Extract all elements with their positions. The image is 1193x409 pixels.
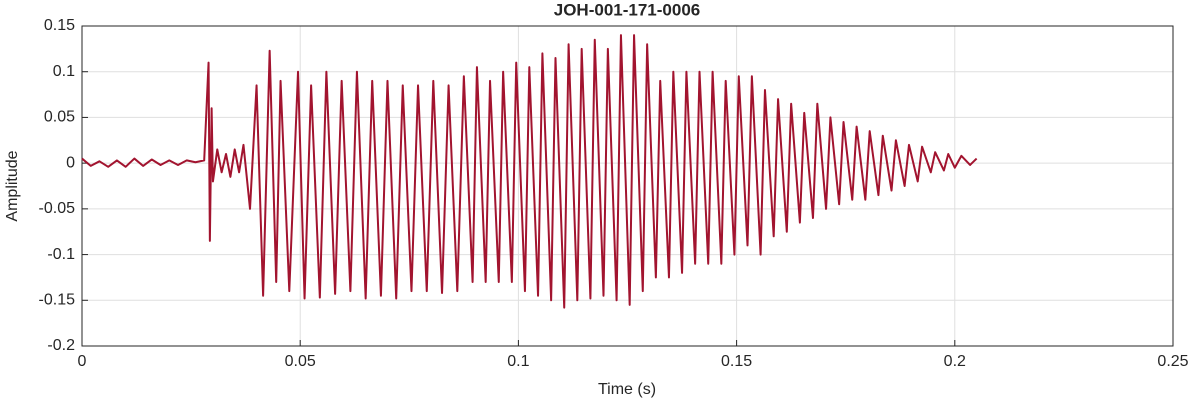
y-tick-label: -0.15 (39, 292, 76, 309)
x-tick-label: 0.25 (1157, 353, 1188, 370)
chart-title: JOH-001-171-0006 (554, 0, 700, 19)
y-tick-label: 0.05 (44, 109, 75, 126)
axes-box (81, 25, 1174, 347)
x-axis-label: Time (s) (598, 381, 656, 398)
x-tick-label: 0.1 (507, 353, 529, 370)
y-tick-label: 0 (66, 154, 75, 171)
y-tick-label: 0.1 (53, 63, 75, 80)
x-tick-label: 0.15 (721, 353, 752, 370)
y-tick-label: -0.1 (47, 246, 75, 263)
y-tick-label: 0.15 (44, 17, 75, 34)
x-tick-label: 0.05 (285, 353, 316, 370)
plot-area (82, 26, 1173, 346)
y-tick-label: -0.05 (39, 200, 76, 217)
y-tick-label: -0.2 (47, 337, 75, 354)
waveform-line (81, 34, 978, 309)
y-axis-label: Amplitude (4, 150, 21, 221)
x-tick-label: 0.2 (944, 353, 966, 370)
x-tick-label: 0 (78, 353, 87, 370)
